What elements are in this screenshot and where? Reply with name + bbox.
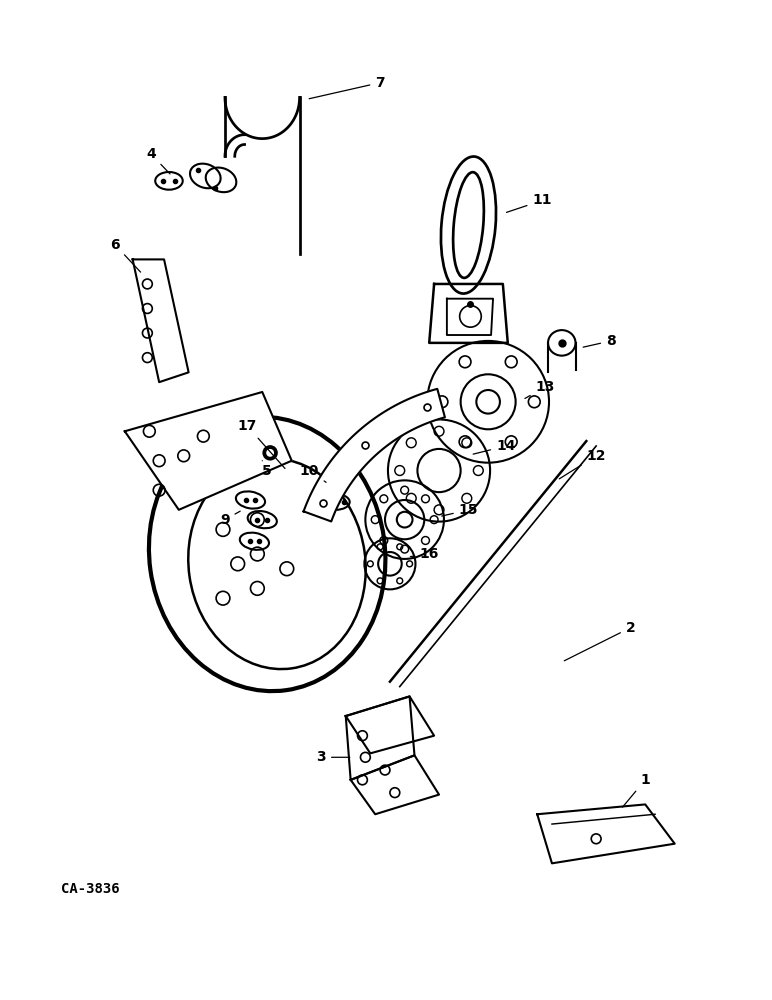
Text: 5: 5 [262, 461, 272, 478]
Text: 1: 1 [622, 773, 650, 807]
Text: 6: 6 [110, 238, 141, 272]
Text: CA-3836: CA-3836 [61, 882, 120, 896]
Text: 3: 3 [317, 750, 350, 764]
Polygon shape [537, 804, 675, 863]
Text: 13: 13 [525, 380, 555, 398]
Text: 2: 2 [564, 621, 635, 661]
Text: 14: 14 [473, 439, 516, 454]
Text: 15: 15 [442, 503, 478, 517]
Polygon shape [350, 755, 439, 814]
Text: 9: 9 [220, 511, 240, 527]
Polygon shape [346, 696, 434, 753]
Text: 12: 12 [559, 449, 606, 479]
Polygon shape [303, 389, 445, 521]
Polygon shape [125, 392, 292, 510]
Text: 17: 17 [238, 419, 285, 468]
Circle shape [263, 446, 277, 460]
Polygon shape [346, 696, 415, 780]
Text: 16: 16 [411, 547, 439, 561]
Text: 10: 10 [300, 464, 326, 482]
Text: 7: 7 [309, 76, 385, 99]
Text: 8: 8 [583, 334, 616, 348]
Text: 4: 4 [147, 147, 170, 174]
Circle shape [266, 449, 274, 457]
Polygon shape [133, 259, 188, 382]
Text: 11: 11 [506, 193, 552, 212]
